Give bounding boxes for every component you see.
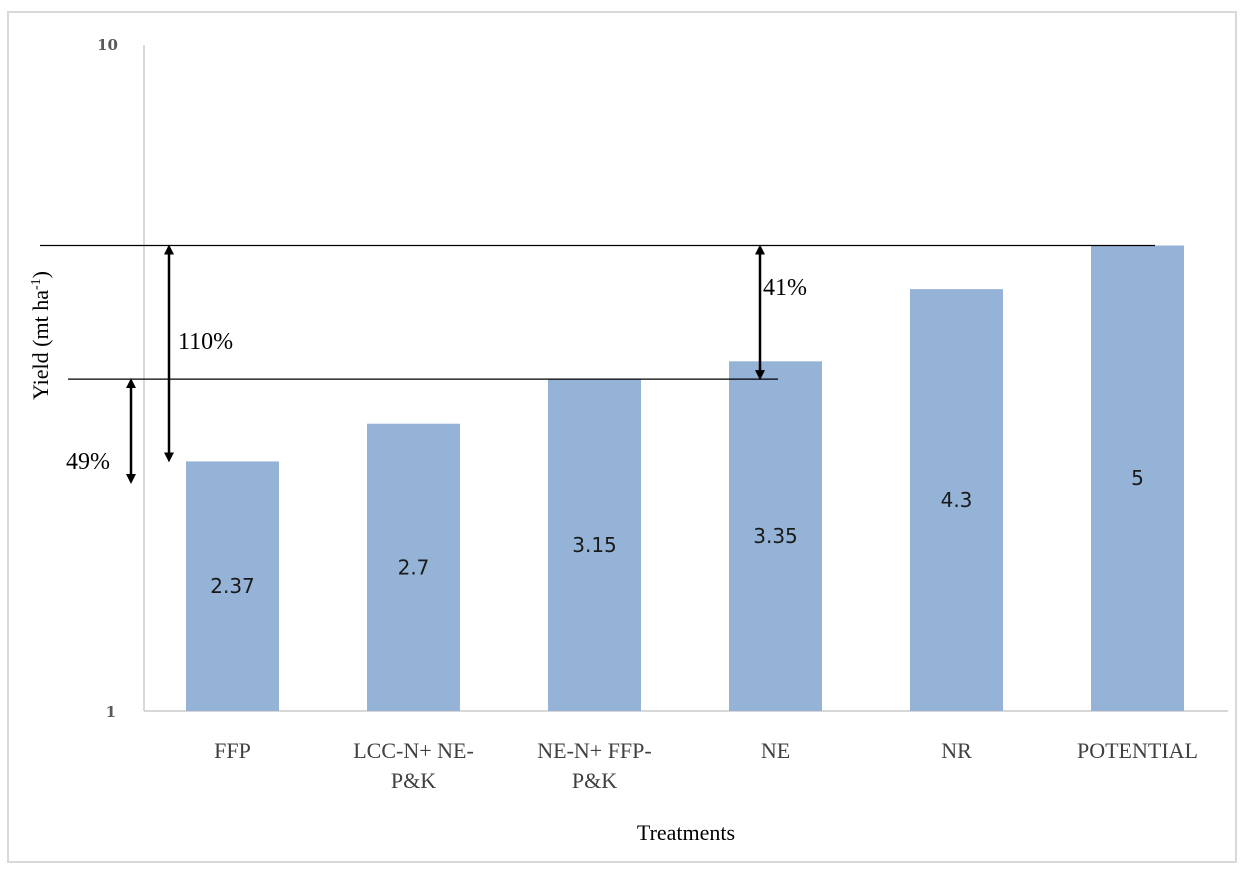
data-label: 2.37 [210, 574, 255, 598]
bar [729, 361, 822, 711]
data-label: 5 [1131, 466, 1144, 490]
data-label: 2.7 [398, 555, 430, 579]
y-tick-label: 10 [97, 36, 118, 54]
bars: 2.37 FFP 2.7 LCC-N+ NE-P&K 3.15 NE-N+ FFP-P&K… [186, 245, 1198, 793]
x-tick-label: FFP [214, 738, 251, 763]
bar [548, 379, 641, 711]
annotations: 110% 41% 49% [40, 244, 1155, 484]
percent-annotation: 49% [66, 449, 110, 475]
bar [186, 461, 279, 711]
x-tick-label: NR [941, 738, 972, 763]
x-tick-label: NE-N+ FFP-P&K [537, 738, 651, 793]
bar [367, 423, 460, 711]
data-label: 4.3 [941, 488, 973, 512]
data-label: 3.15 [572, 533, 617, 557]
x-tick-label: POTENTIAL [1077, 738, 1198, 763]
x-tick-label: LCC-N+ NE-P&K [353, 738, 474, 793]
percent-annotation: 110% [178, 329, 233, 355]
data-label: 3.35 [753, 524, 798, 548]
x-axis-label: Treatments [637, 820, 735, 845]
y-tick-label: 1 [106, 703, 116, 721]
percent-annotation: 41% [763, 275, 807, 301]
x-tick-label: NE [761, 738, 790, 763]
bar [1091, 245, 1184, 712]
y-axis-label: Yield (mt ha-1) [28, 271, 53, 400]
bar [910, 289, 1003, 711]
